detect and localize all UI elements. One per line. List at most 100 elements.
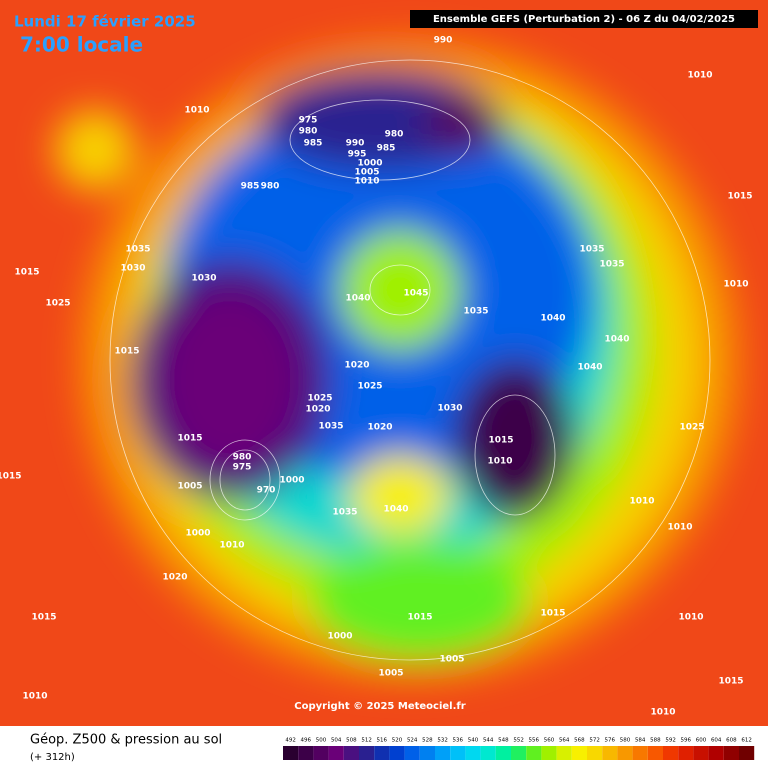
colorbar-swatch	[632, 746, 648, 760]
colorbar-swatch	[602, 746, 618, 760]
colorbar-label: 552	[513, 738, 524, 744]
isobar-label: 995	[348, 150, 367, 160]
colorbar-label: 524	[407, 738, 418, 744]
colorbar-swatch	[343, 746, 359, 760]
isobar-label: 1010	[723, 280, 748, 290]
isobar-label: 1015	[727, 192, 752, 202]
colorbar-swatch	[465, 746, 481, 760]
colorbar-label: 608	[726, 738, 737, 744]
isobar-label: 990	[346, 139, 365, 149]
isobar-label: 1005	[354, 168, 379, 178]
colorbar-swatch	[587, 746, 603, 760]
isobar-label: 1010	[687, 71, 712, 81]
isobar-label: 1035	[463, 307, 488, 317]
colorbar-label: 612	[741, 738, 752, 744]
colorbar-swatch	[526, 746, 542, 760]
colorbar-swatch	[723, 746, 739, 760]
isobar-label: 1010	[22, 692, 47, 702]
isobar-label: 1000	[279, 476, 304, 486]
colorbar-swatch	[450, 746, 466, 760]
isobar-label: 1015	[114, 347, 139, 357]
colorbar-label: 592	[665, 738, 676, 744]
isobar-label: 1015	[31, 613, 56, 623]
isobar-label: 990	[434, 36, 453, 46]
isobar-label: 985	[377, 144, 396, 154]
isobar-label: 1035	[579, 245, 604, 255]
isobar-label: 1020	[162, 573, 187, 583]
isobar-label: 985	[304, 139, 323, 149]
colorbar-swatch	[541, 746, 557, 760]
colorbar-label: 516	[377, 738, 388, 744]
isobar-label: 1015	[540, 609, 565, 619]
colorbar-label: 560	[544, 738, 555, 744]
isobar-label: 1020	[367, 423, 392, 433]
colorbar-swatch	[283, 746, 299, 760]
header-bar	[410, 10, 758, 28]
colorbar-swatch	[389, 746, 405, 760]
isobar-label: 1035	[318, 422, 343, 432]
isobar-label: 1010	[219, 541, 244, 551]
isobar-label: 980	[299, 127, 318, 137]
colorbar-swatch	[404, 746, 420, 760]
colorbar-label: 604	[711, 738, 722, 744]
isobar-label: 1010	[667, 523, 692, 533]
isobar-label: 1035	[599, 260, 624, 270]
isobar-label: 1015	[718, 677, 743, 687]
isobar-label: 1005	[177, 482, 202, 492]
colorbar-swatch	[693, 746, 709, 760]
isobar-label: 1045	[403, 289, 428, 299]
lead-time: (+ 312h)	[30, 752, 75, 763]
colorbar-swatch	[571, 746, 587, 760]
colorbar-swatch	[374, 746, 390, 760]
isobar-label: 1000	[357, 159, 382, 169]
colorbar-label: 500	[316, 738, 327, 744]
colorbar-label: 548	[498, 738, 509, 744]
isobar-label: 1000	[327, 632, 352, 642]
colorbar-swatch	[435, 746, 451, 760]
isobar-label: 1025	[45, 299, 70, 309]
isobar-label: 1010	[487, 457, 512, 467]
isobar-label: 980	[233, 453, 252, 463]
isobar-label: 1040	[577, 363, 602, 373]
isobar-label: 980	[261, 182, 280, 192]
colorbar-swatch	[678, 746, 694, 760]
colorbar: 492 496 500 504 508 512 516 520 524 528 532 536 540 5…	[283, 738, 755, 760]
isobar-label: 1040	[540, 314, 565, 324]
colorbar-label: 564	[559, 738, 570, 744]
isobar-label: 1040	[604, 335, 629, 345]
colorbar-label: 584	[635, 738, 646, 744]
colorbar-label: 512	[361, 738, 372, 744]
colorbar-swatch	[313, 746, 329, 760]
isobar-label: 1010	[354, 177, 379, 187]
isobar-label: 1025	[679, 423, 704, 433]
colorbar-swatch	[511, 746, 527, 760]
isobar-label: 1030	[191, 274, 216, 284]
map-field	[0, 0, 768, 726]
isobar-label: 1005	[378, 669, 403, 679]
isobar-label: 970	[257, 486, 276, 496]
header: Ensemble GEFS (Perturbation 2) - 06 Z du…	[433, 14, 735, 25]
isobar-label: 1010	[629, 497, 654, 507]
isobar-label: 1015	[0, 472, 22, 482]
time-line: 7:00 locale	[20, 33, 143, 57]
copyright: Copyright © 2025 Meteociel.fr	[294, 701, 465, 712]
isobar-label: 975	[299, 116, 318, 126]
colorbar-swatch	[328, 746, 344, 760]
colorbar-swatch	[663, 746, 679, 760]
colorbar-swatch	[617, 746, 633, 760]
isobar-label: 1025	[357, 382, 382, 392]
colorbar-swatch	[708, 746, 724, 760]
colorbar-label: 576	[605, 738, 616, 744]
isobar-label: 1040	[383, 505, 408, 515]
isobar-label: 1010	[678, 613, 703, 623]
isobar-label: 1040	[345, 294, 370, 304]
colorbar-label: 544	[483, 738, 494, 744]
isobar-label: 1025	[307, 394, 332, 404]
isobar-label: 1035	[125, 245, 150, 255]
isobar-label: 1015	[177, 434, 202, 444]
date-line: Lundi 17 février 2025	[14, 13, 196, 31]
colorbar-label: 496	[301, 738, 312, 744]
colorbar-swatch	[647, 746, 663, 760]
isobar-label: 1010	[650, 708, 675, 718]
isobar-label: 1015	[488, 436, 513, 446]
